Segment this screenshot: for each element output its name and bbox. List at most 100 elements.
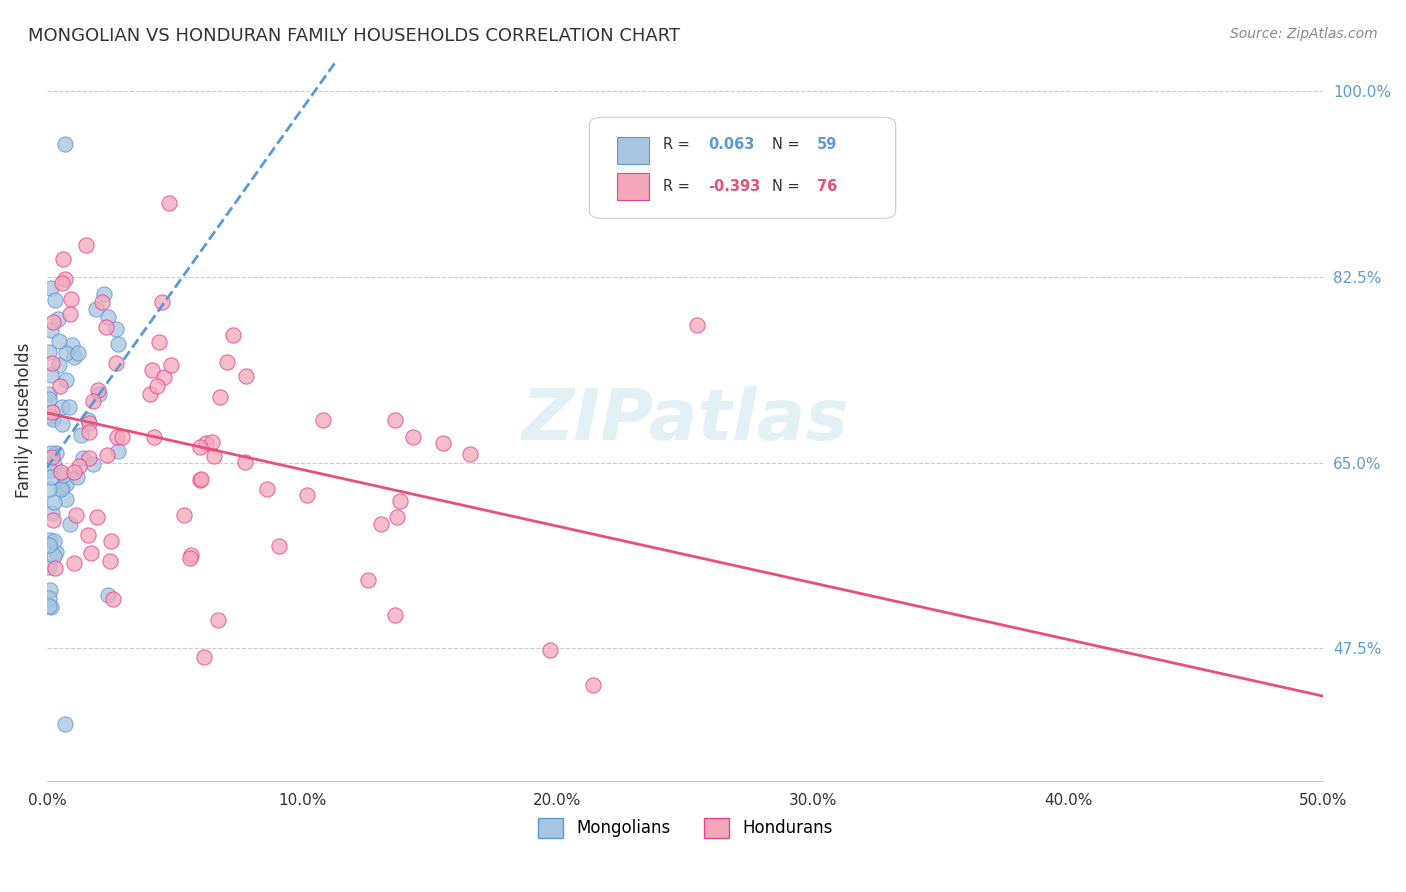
Point [153, 369, 176, 384]
Point [49, 482, 72, 496]
Text: MONGOLIAN VS HONDURAN FAMILY HOUSEHOLDS CORRELATION CHART: MONGOLIAN VS HONDURAN FAMILY HOUSEHOLDS … [28, 27, 681, 45]
Point [215, 355, 238, 369]
Point [686, 318, 709, 332]
Point [107, 444, 129, 458]
Point [39, 323, 62, 337]
Point [87, 387, 110, 401]
Point [49, 379, 72, 393]
Point [39, 368, 62, 383]
Point [44, 560, 66, 574]
Point [55, 491, 77, 506]
Point [38, 463, 60, 477]
Point [38, 345, 60, 359]
Point [38, 560, 60, 574]
Point [51, 479, 73, 493]
Point [55, 477, 77, 491]
Text: R =: R = [664, 179, 695, 194]
Point [152, 295, 174, 310]
Point [402, 429, 425, 443]
Point [146, 379, 169, 393]
Point [38, 387, 60, 401]
Point [105, 429, 128, 443]
Point [194, 436, 217, 450]
Point [55, 716, 77, 731]
Point [72, 450, 94, 465]
Point [82, 457, 104, 471]
Point [80, 546, 103, 560]
Point [41, 356, 63, 370]
Point [58, 401, 80, 415]
Point [384, 608, 406, 623]
Point [387, 509, 409, 524]
Point [69, 427, 91, 442]
Point [90, 294, 112, 309]
Point [62, 350, 84, 364]
Point [207, 613, 229, 627]
Point [389, 494, 412, 508]
Point [139, 386, 162, 401]
Point [107, 336, 129, 351]
Point [458, 447, 481, 461]
Legend: Mongolians, Hondurans: Mongolians, Hondurans [531, 811, 839, 845]
Point [75, 237, 97, 252]
Point [97, 588, 120, 602]
Point [104, 322, 127, 336]
Point [179, 550, 201, 565]
Point [59, 516, 82, 531]
Point [82, 394, 104, 409]
Point [44, 495, 66, 509]
Point [52, 468, 75, 483]
Point [188, 474, 211, 488]
Point [42, 549, 65, 563]
Point [157, 196, 180, 211]
Point [39, 533, 62, 548]
Point [79, 425, 101, 439]
Point [67, 346, 90, 360]
Point [41, 506, 63, 520]
Point [87, 384, 110, 398]
Point [312, 413, 335, 427]
Point [141, 363, 163, 377]
Point [59, 292, 82, 306]
Point [209, 390, 232, 404]
Point [38, 392, 60, 407]
Point [42, 534, 65, 549]
Point [38, 482, 60, 496]
Point [77, 527, 100, 541]
Bar [617, 136, 650, 164]
Point [52, 252, 75, 267]
Point [222, 328, 245, 343]
Point [39, 409, 62, 423]
Y-axis label: Family Households: Family Households [15, 343, 32, 498]
Point [94, 319, 117, 334]
Point [66, 470, 89, 484]
Point [538, 643, 561, 657]
Point [51, 277, 73, 291]
Point [41, 315, 63, 329]
Point [582, 678, 605, 692]
Point [44, 293, 66, 307]
Point [38, 538, 60, 552]
Point [190, 472, 212, 486]
Point [51, 465, 73, 479]
Point [38, 591, 60, 605]
Point [190, 440, 212, 454]
Point [77, 413, 100, 427]
Point [193, 649, 215, 664]
Text: 76: 76 [817, 179, 837, 194]
Point [235, 369, 257, 384]
Point [384, 412, 406, 426]
Point [39, 446, 62, 460]
Point [53, 137, 76, 152]
Point [53, 272, 76, 286]
Point [295, 488, 318, 502]
Point [39, 599, 62, 614]
Point [93, 286, 115, 301]
Point [62, 556, 84, 570]
Point [45, 446, 67, 460]
Point [48, 334, 70, 348]
Point [357, 574, 380, 588]
Point [58, 307, 80, 321]
Point [84, 301, 107, 316]
Point [96, 449, 118, 463]
